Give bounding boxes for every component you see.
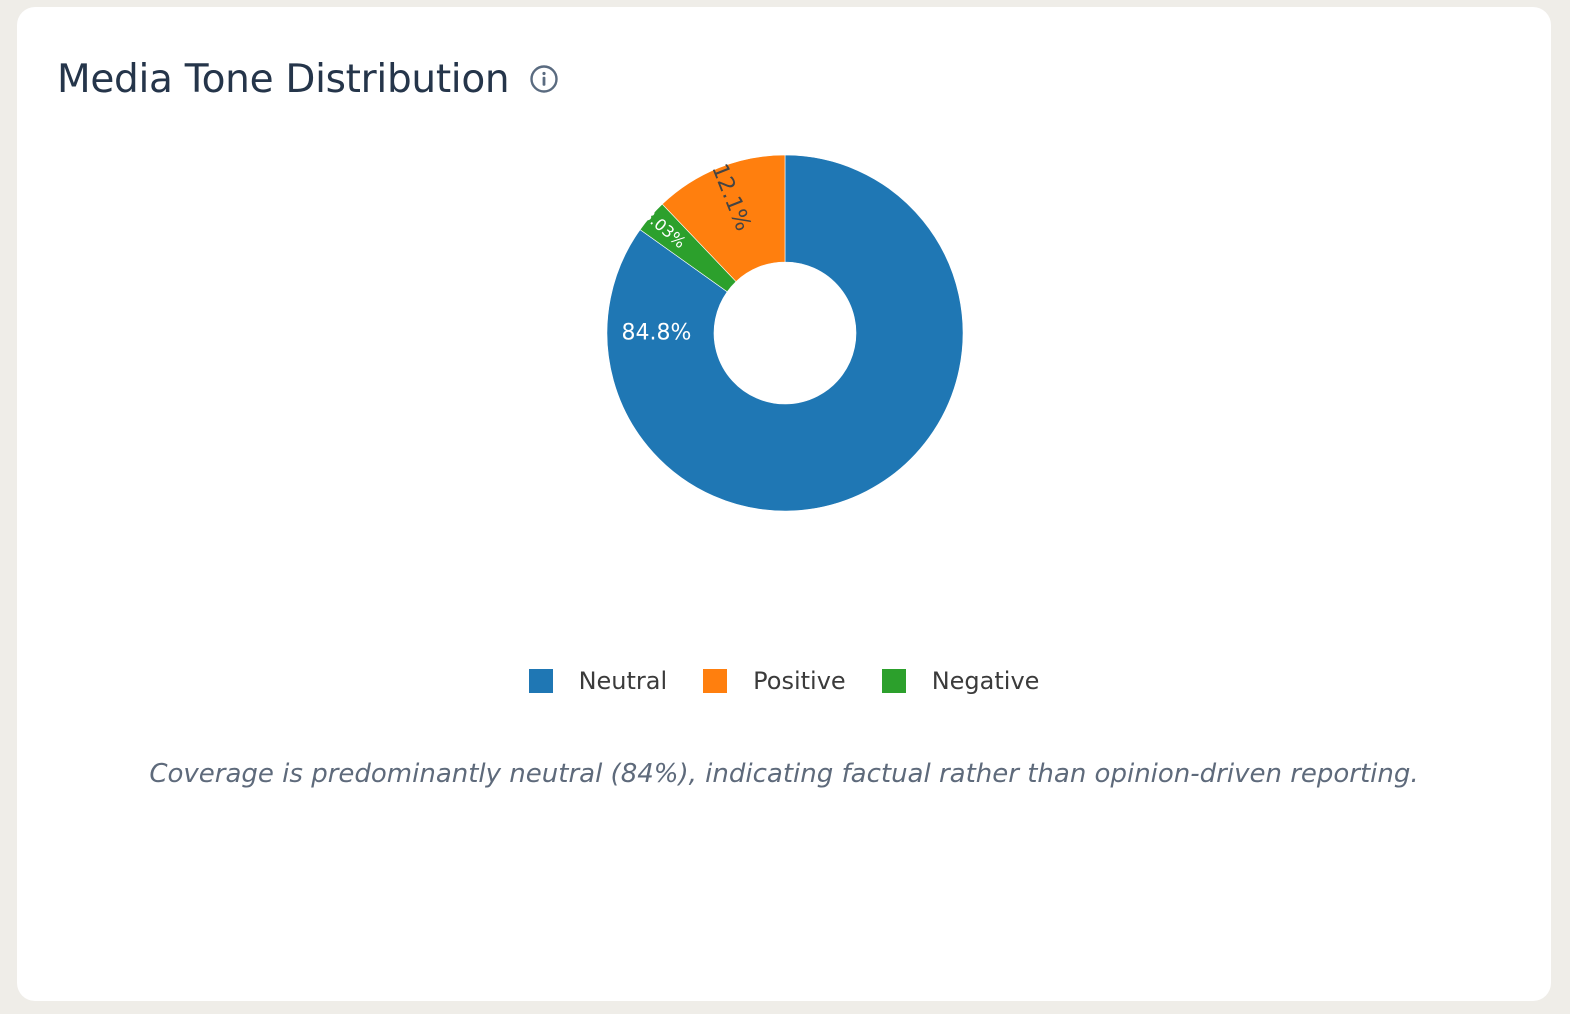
media-tone-card: Media Tone Distribution 84.8% 3.03% 12.1% … [17, 7, 1551, 1001]
chart-caption: Coverage is predominantly neutral (84%),… [149, 759, 1419, 789]
legend-item-negative[interactable]: Negative [881, 667, 1040, 695]
info-circle-icon [530, 65, 559, 93]
donut-chart: 84.8% 3.03% 12.1% [17, 7, 1551, 567]
legend-swatch-neutral [528, 669, 553, 693]
card-title: Media Tone Distribution [57, 56, 510, 102]
legend-label-neutral: Neutral [578, 667, 668, 695]
legend-label-positive: Positive [753, 667, 846, 695]
legend-item-neutral[interactable]: Neutral [528, 667, 668, 695]
legend-swatch-negative [881, 669, 906, 693]
legend-swatch-positive [703, 669, 728, 693]
slice-neutral[interactable] [606, 154, 964, 512]
donut-chart-svg: 84.8%3.03% 12.1% [606, 154, 964, 512]
info-icon[interactable] [529, 64, 559, 94]
slice-positive[interactable] [661, 154, 786, 283]
legend-item-positive[interactable]: Positive [703, 667, 846, 695]
card-header: Media Tone Distribution [57, 51, 559, 107]
chart-legend: Neutral Positive Negative [17, 667, 1551, 695]
legend-label-negative: Negative [931, 667, 1040, 695]
slice-label-neutral: 84.8% [622, 321, 692, 346]
